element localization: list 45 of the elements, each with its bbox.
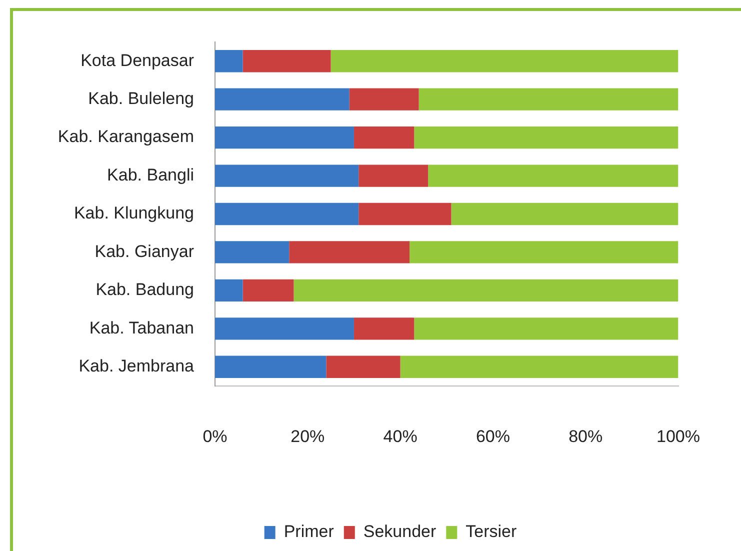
- bar: [215, 279, 243, 302]
- y-tick-label: Kab. Karangasem: [58, 127, 194, 146]
- x-tick-label: 0%: [202, 426, 228, 446]
- bar: [451, 202, 678, 226]
- bar: [428, 164, 678, 187]
- bar: [326, 356, 400, 378]
- bar: [215, 356, 326, 378]
- bar: [400, 356, 678, 378]
- y-tick-label: Kab. Gianyar: [94, 242, 194, 261]
- bar: [215, 50, 243, 72]
- bar: [410, 241, 678, 264]
- y-tick-label: Kab. Klungkung: [74, 204, 194, 223]
- bar: [242, 50, 331, 72]
- bar: [354, 318, 414, 340]
- bar: [215, 318, 354, 340]
- y-tick-label: Kab. Jembrana: [78, 356, 195, 376]
- bar: [418, 88, 678, 110]
- x-tick-label: 60%: [476, 426, 510, 446]
- bar: [354, 126, 414, 149]
- x-tick-label: 40%: [383, 426, 418, 446]
- bar: [215, 241, 290, 264]
- bar: [242, 279, 294, 302]
- bar: [349, 88, 419, 110]
- bar: [294, 279, 678, 302]
- y-tick-label: Kab. Buleleng: [88, 89, 194, 108]
- bar: [215, 164, 359, 187]
- bar: [414, 318, 678, 340]
- legend-label: Tersier: [466, 522, 518, 542]
- bar: [215, 126, 354, 149]
- bar: [330, 50, 678, 72]
- y-tick-label: Kab. Badung: [96, 280, 194, 300]
- bar: [215, 202, 359, 226]
- legend-label: Primer: [284, 522, 334, 542]
- x-tick-label: 80%: [568, 426, 603, 446]
- y-tick-label: Kab. Bangli: [107, 165, 194, 184]
- y-tick-label: Kota Denpasar: [80, 50, 194, 70]
- x-tick-label: 100%: [656, 426, 700, 446]
- bar: [215, 88, 350, 110]
- y-tick-label: Kab. Tabanan: [89, 318, 194, 338]
- legend-label: Sekunder: [363, 522, 436, 542]
- bar: [414, 126, 678, 149]
- bar: [289, 241, 410, 264]
- x-tick-label: 20%: [290, 426, 325, 446]
- bar: [358, 202, 452, 226]
- bar: [358, 164, 428, 187]
